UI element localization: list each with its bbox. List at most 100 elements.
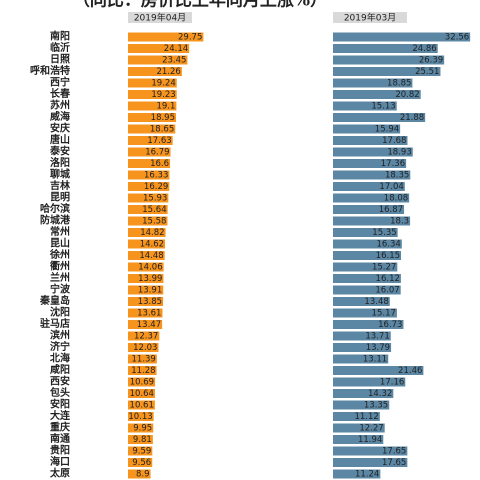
category-label: 秦皇岛 [39, 294, 70, 307]
category-label: 滨州 [50, 329, 70, 342]
bar [333, 435, 384, 444]
category-label: 重庆 [50, 421, 70, 434]
category-label: 吉林 [50, 179, 71, 192]
bar [128, 239, 166, 249]
value-label: 13.71 [365, 332, 389, 342]
value-label: 15.94 [375, 125, 399, 135]
bar [333, 44, 438, 53]
bar [333, 182, 405, 191]
bar [128, 55, 188, 65]
value-label: 21.46 [398, 366, 422, 376]
bar [128, 423, 154, 433]
value-label: 18.08 [384, 194, 408, 204]
category-label: 长春 [50, 87, 70, 100]
category-label: 常州 [50, 225, 70, 238]
value-label: 9.59 [132, 447, 151, 457]
bar [128, 469, 151, 479]
bar [333, 239, 402, 249]
bar [333, 412, 380, 421]
value-label: 11.94 [358, 435, 382, 445]
value-label: 18.65 [150, 125, 174, 135]
category-label: 苏州 [50, 99, 70, 112]
value-label: 10.69 [130, 378, 154, 388]
bar [128, 78, 177, 88]
bar [333, 274, 401, 283]
bar [128, 32, 204, 42]
bar [128, 101, 177, 111]
category-label: 安庆 [50, 122, 70, 135]
category-label: 包头 [50, 386, 70, 399]
value-label: 15.58 [142, 217, 166, 227]
value-label: 14.62 [140, 240, 164, 250]
category-label: 衢州 [50, 260, 70, 273]
value-label: 15.35 [372, 228, 396, 238]
bar [333, 159, 407, 168]
value-label: 17.63 [147, 136, 171, 146]
value-label: 13.35 [364, 401, 388, 411]
bar [128, 262, 164, 272]
bar [128, 331, 160, 341]
value-label: 10.64 [130, 389, 154, 399]
value-label: 15.27 [372, 263, 396, 273]
category-label: 海口 [50, 455, 70, 468]
value-label: 26.39 [419, 56, 443, 66]
value-label: 21.26 [157, 67, 181, 77]
bar [333, 170, 411, 180]
bar [333, 446, 408, 456]
bar [333, 228, 398, 237]
category-label: 临沂 [50, 41, 70, 54]
category-label: 聊城 [50, 168, 70, 181]
value-label: 16.33 [144, 171, 168, 181]
bar [333, 136, 408, 145]
value-label: 25.51 [415, 67, 439, 77]
value-label: 13.79 [366, 343, 390, 353]
bar [128, 205, 168, 214]
value-label: 9.95 [133, 424, 152, 434]
category-label: 西安 [50, 375, 70, 388]
panel-title: 2019年04月 [134, 12, 186, 24]
bar [128, 216, 168, 226]
value-label: 14.48 [139, 251, 163, 261]
bar [333, 55, 445, 65]
value-label: 19.1 [156, 102, 175, 112]
bar [128, 400, 155, 410]
value-label: 13.91 [138, 286, 162, 296]
bar [128, 389, 155, 398]
value-label: 12.27 [359, 424, 383, 434]
bar [128, 44, 190, 53]
bar [128, 90, 177, 99]
bar [333, 354, 389, 364]
bar [333, 251, 402, 260]
value-label: 23.45 [162, 56, 186, 66]
value-label: 21.88 [400, 113, 424, 123]
value-label: 13.85 [138, 297, 162, 307]
category-label: 沈阳 [50, 306, 70, 319]
value-label: 17.65 [382, 458, 406, 468]
value-label: 16.07 [375, 286, 399, 296]
value-label: 9.81 [133, 435, 152, 445]
value-label: 20.82 [395, 90, 419, 100]
value-label: 18.35 [385, 171, 409, 181]
value-label: 14.06 [138, 263, 162, 273]
category-label: 兰州 [50, 271, 70, 284]
category-label: 北海 [50, 352, 70, 365]
bar [128, 354, 157, 364]
value-label: 10.13 [128, 412, 152, 422]
value-label: 24.14 [164, 44, 188, 54]
category-label: 泰安 [49, 145, 70, 158]
value-label: 16.87 [379, 205, 403, 215]
panel-header [128, 12, 192, 23]
value-label: 12.37 [134, 332, 158, 342]
panel-title: 2019年03月 [344, 12, 396, 24]
bar [333, 331, 391, 341]
bar [128, 182, 170, 191]
bar [333, 124, 401, 134]
category-label: 贵阳 [50, 444, 70, 457]
bar [128, 124, 176, 134]
category-label: 徐州 [49, 248, 70, 261]
category-label: 唐山 [50, 133, 70, 146]
category-label: 宁波 [50, 283, 71, 296]
value-label: 16.29 [144, 182, 168, 192]
bar [128, 136, 173, 145]
